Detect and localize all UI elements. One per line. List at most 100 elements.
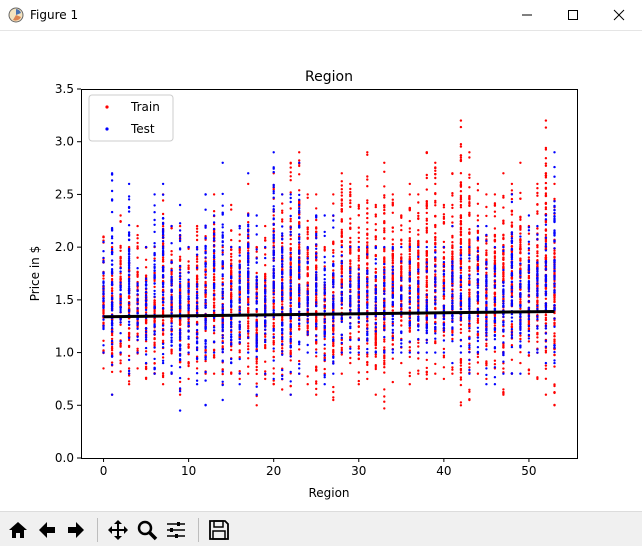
test-point	[255, 248, 258, 251]
test-point	[144, 333, 148, 337]
test-point	[204, 404, 207, 407]
train-point	[459, 328, 463, 331]
train-point	[340, 244, 343, 247]
test-point	[127, 247, 131, 251]
close-button[interactable]	[596, 0, 642, 30]
test-point	[195, 294, 199, 297]
train-point	[119, 244, 122, 248]
test-point	[153, 204, 156, 207]
train-point	[366, 244, 369, 247]
test-point	[298, 367, 301, 370]
test-point	[110, 301, 114, 304]
test-point	[238, 224, 241, 228]
test-point	[204, 322, 207, 326]
figure-canvas[interactable]: 0 10 20 30 40 50 0.0 0.5 1.0 1.5 2.0 2.5 3.0 3.5 Reg…	[0, 31, 642, 511]
train-point	[502, 206, 505, 209]
train-point	[391, 193, 394, 196]
test-point	[238, 265, 241, 268]
train-point	[425, 188, 428, 191]
train-point	[161, 279, 165, 283]
train-point	[136, 273, 139, 276]
test-point	[195, 342, 199, 345]
train-point	[349, 201, 352, 205]
minimize-button[interactable]	[504, 0, 550, 30]
train-point	[238, 356, 241, 359]
train-point	[306, 253, 309, 256]
test-point	[187, 330, 190, 333]
test-point	[119, 297, 122, 300]
train-point	[281, 303, 284, 306]
train-point	[553, 255, 556, 258]
train-point	[255, 372, 258, 376]
train-point	[264, 272, 267, 276]
train-point	[298, 359, 301, 363]
train-point	[391, 261, 394, 264]
test-point	[255, 224, 258, 228]
train-point	[400, 319, 403, 322]
test-point	[264, 310, 267, 313]
train-point	[366, 256, 369, 259]
train-point	[281, 340, 284, 343]
maximize-button[interactable]	[550, 0, 596, 30]
test-point	[281, 293, 284, 296]
train-point	[136, 237, 139, 240]
train-point	[119, 342, 122, 345]
train-point	[544, 313, 548, 317]
train-point	[493, 363, 497, 366]
train-point	[408, 207, 411, 210]
train-point	[476, 246, 480, 249]
train-point	[315, 268, 318, 271]
test-point	[230, 329, 233, 332]
test-point	[178, 376, 182, 380]
train-point	[425, 251, 428, 255]
train-point	[298, 151, 301, 154]
test-point	[306, 301, 309, 304]
train-point	[161, 212, 165, 216]
train-point	[366, 221, 369, 224]
train-point	[315, 259, 318, 262]
test-point	[281, 310, 284, 313]
train-point	[459, 376, 463, 379]
test-point	[153, 269, 156, 272]
train-point	[544, 228, 548, 231]
train-point	[195, 255, 199, 258]
train-point	[195, 320, 199, 324]
train-point	[553, 353, 556, 356]
test-point	[289, 370, 292, 374]
test-point	[272, 335, 275, 339]
train-point	[400, 270, 403, 273]
test-point	[238, 279, 241, 283]
train-point	[340, 353, 343, 356]
train-point	[476, 219, 480, 222]
train-point	[417, 229, 420, 232]
train-point	[332, 348, 335, 352]
test-point	[110, 363, 114, 366]
test-point	[221, 234, 224, 237]
train-point	[400, 324, 403, 327]
test-point	[298, 265, 301, 268]
test-point	[281, 336, 284, 339]
train-point	[204, 273, 207, 276]
test-point	[281, 368, 284, 372]
train-point	[527, 323, 531, 326]
test-point	[238, 357, 241, 361]
train-point	[366, 212, 369, 215]
train-point	[442, 263, 446, 266]
train-point	[502, 258, 505, 261]
train-point	[459, 172, 463, 175]
train-point	[136, 325, 139, 329]
train-point	[451, 221, 454, 224]
train-point	[459, 251, 463, 254]
test-point	[187, 285, 190, 288]
test-point	[127, 182, 131, 186]
train-point	[459, 227, 463, 231]
train-point	[400, 267, 403, 270]
test-point	[230, 276, 233, 280]
train-point	[510, 221, 514, 224]
train-point	[374, 353, 377, 356]
train-point	[289, 359, 292, 362]
test-point	[298, 301, 301, 305]
train-point	[255, 271, 258, 275]
test-point	[127, 252, 131, 255]
train-point	[493, 324, 497, 327]
